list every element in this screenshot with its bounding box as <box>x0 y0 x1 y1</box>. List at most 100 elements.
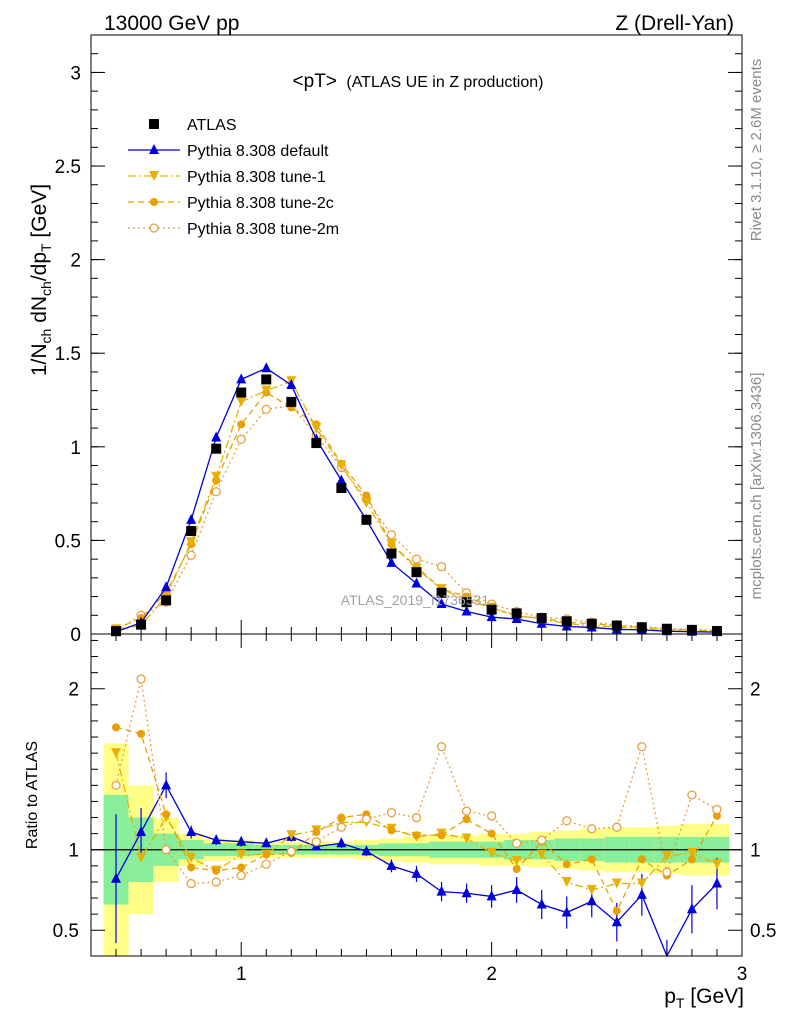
main-title-symbol: <pT> <box>293 71 337 92</box>
ratio-data-point <box>386 808 397 818</box>
ratio-data-point <box>561 906 572 917</box>
main-data-point <box>237 420 246 429</box>
main-title-subtitle: (ATLAS UE in Z production) <box>346 74 543 91</box>
ratio-data-point <box>186 852 197 863</box>
watermark-analysis-id: ATLAS_2019_I1736531 <box>341 592 490 608</box>
main-data-point <box>236 387 247 398</box>
mcplots-source-label: mcplots.cern.ch [arXiv:1306.3436] <box>748 373 765 600</box>
ratio-data-point <box>562 816 572 826</box>
main-data-point <box>461 597 472 608</box>
main-data-point <box>386 556 397 567</box>
ratio-data-point <box>436 742 447 752</box>
ratio-data-point <box>687 790 697 800</box>
ratio-data-point <box>437 831 446 840</box>
ratio-data-point <box>686 847 697 858</box>
legend-label: Pythia 8.308 tune-2c <box>187 195 334 212</box>
ratio-data-point <box>611 878 622 889</box>
ratio-data-point <box>286 846 296 856</box>
ratio-data-point <box>212 866 221 875</box>
header-left: 13000 GeV pp <box>104 12 239 35</box>
main-y-tick-label: 0 <box>70 625 81 646</box>
main-data-point <box>211 443 222 454</box>
ratio-ylabel: Ratio to ATLAS <box>24 741 41 849</box>
x-tick-label: 1 <box>236 964 247 985</box>
ratio-data-point <box>612 906 621 915</box>
ratio-data-point <box>361 845 372 856</box>
ratio-data-point <box>136 852 147 863</box>
main-data-point <box>186 513 197 524</box>
ratio-data-point <box>461 887 472 898</box>
main-data-point <box>611 620 622 631</box>
ratio-data-point <box>111 780 121 790</box>
ratio-data-point <box>562 860 571 869</box>
ratio-data-point <box>486 811 497 821</box>
ratio-y-tick-label-right: 2 <box>750 680 761 701</box>
main-y-tick-label: 1 <box>70 438 81 459</box>
main-data-point <box>436 561 447 572</box>
ratio-data-point <box>161 779 172 790</box>
ratio-data-point <box>412 831 421 840</box>
ratio-data-point <box>712 811 721 820</box>
ratio-data-point <box>186 878 196 889</box>
main-data-point <box>411 577 422 588</box>
main-data-point <box>311 438 322 449</box>
ratio-data-point <box>711 877 722 888</box>
ratio-data-point <box>461 833 472 844</box>
ratio-data-point <box>236 849 247 860</box>
ratio-data-point <box>411 867 422 878</box>
ratio-data-point <box>136 826 147 837</box>
ratio-data-point <box>661 851 672 862</box>
ratio-data-point <box>111 748 122 759</box>
ratio-data-point <box>262 850 271 859</box>
main-ylabel: 1/Nch dNch/dpT [GeV] <box>28 184 54 376</box>
ratio-data-point <box>237 863 246 872</box>
main-data-point <box>511 608 522 619</box>
main-data-point <box>586 618 597 629</box>
ratio-y-tick-label: 0.5 <box>53 921 79 942</box>
legend-marker <box>149 144 159 154</box>
main-y-tick-label: 0.5 <box>55 531 81 552</box>
ratio-data-point <box>361 814 372 824</box>
main-y-tick-label: 2 <box>70 251 81 272</box>
main-data-point <box>186 537 197 548</box>
ratio-data-point <box>487 829 496 838</box>
main-y-tick-label: 3 <box>70 63 81 84</box>
ratio-data-point <box>286 830 297 841</box>
main-title: <pT> (ATLAS UE in Z production) <box>293 71 544 92</box>
x-axis-label: pT [GeV] <box>664 985 744 1011</box>
ratio-data-point <box>687 855 696 864</box>
ratio-data-point <box>312 828 321 837</box>
ratio-data-point <box>336 822 347 832</box>
legend-label: ATLAS <box>187 117 237 134</box>
main-data-point <box>261 374 272 385</box>
ratio-y-tick-label: 1 <box>68 841 79 862</box>
ratio-data-point <box>186 826 197 837</box>
ratio-data-point <box>511 856 522 867</box>
main-data-point <box>186 526 197 537</box>
ratio-data-point <box>211 834 222 845</box>
main-data-point <box>411 567 422 578</box>
main-data-point <box>236 434 246 444</box>
ratio-data-point <box>462 815 471 824</box>
header-right: Z (Drell-Yan) <box>615 12 734 35</box>
ratio-data-point <box>236 870 246 881</box>
main-data-point <box>386 548 397 559</box>
ratio-plot-content <box>91 674 742 958</box>
ratio-y-tick-label: 2 <box>68 680 79 701</box>
main-data-point <box>386 539 397 550</box>
main-data-point <box>361 514 372 525</box>
main-data-point <box>136 619 147 630</box>
main-data-point <box>161 595 172 606</box>
main-data-point <box>411 554 422 564</box>
main-data-point <box>436 587 447 598</box>
ratio-data-point <box>136 674 146 684</box>
legend-label: Pythia 8.308 default <box>187 143 329 160</box>
ratio-data-point <box>261 837 272 848</box>
ratio-data-point <box>587 824 597 834</box>
main-data-point <box>261 404 271 415</box>
main-data-point <box>361 497 372 508</box>
main-data-point <box>286 379 297 390</box>
ratio-data-point <box>537 835 547 845</box>
ratio-data-point <box>486 847 497 858</box>
main-data-point <box>336 482 347 493</box>
